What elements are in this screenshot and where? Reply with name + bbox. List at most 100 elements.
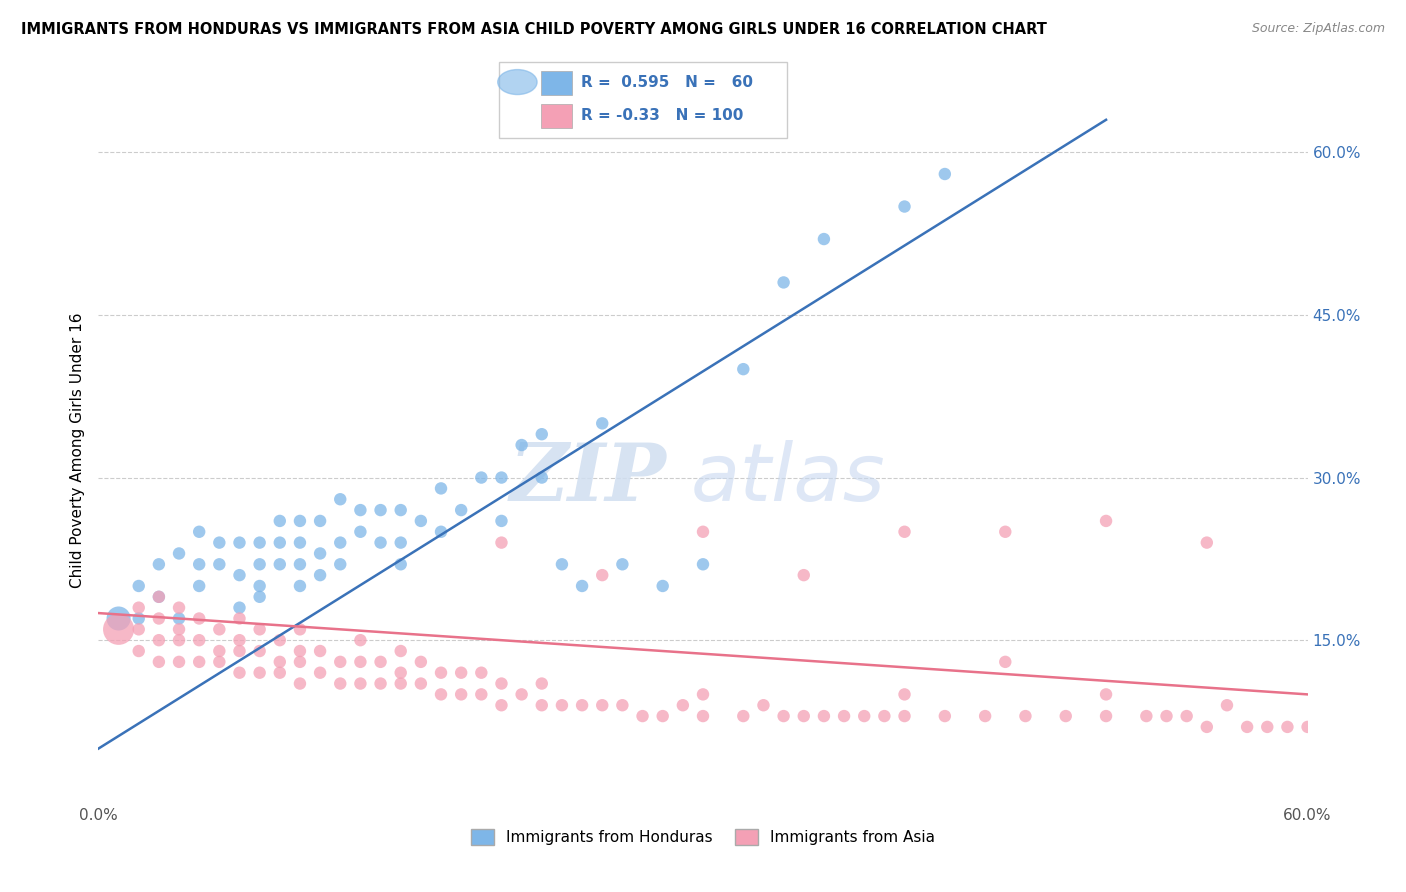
Point [491,514,513,528]
Point [288,535,311,549]
Point [228,611,250,625]
Point [1195,720,1218,734]
Point [1095,514,1118,528]
Point [167,633,190,648]
Point [188,655,211,669]
Point [1216,698,1239,713]
Point [148,590,170,604]
Point [269,558,291,572]
Point [128,600,150,615]
Point [389,535,412,549]
Point [228,535,250,549]
Point [510,438,533,452]
Point [793,709,815,723]
Point [591,698,613,713]
Point [934,709,956,723]
Point [1256,720,1278,734]
Point [651,579,673,593]
Point [450,665,472,680]
Point [249,590,271,604]
Point [1135,709,1157,723]
Point [349,503,371,517]
Point [612,698,634,713]
Point [249,579,271,593]
Point [1236,720,1258,734]
Point [249,644,271,658]
Point [288,558,311,572]
Text: atlas: atlas [690,440,886,517]
Point [389,676,412,690]
Point [188,524,211,539]
Point [974,709,997,723]
Point [288,514,311,528]
Point [772,276,794,290]
Point [772,709,794,723]
Point [733,709,755,723]
Point [793,568,815,582]
Point [128,623,150,637]
Point [228,600,250,615]
Text: R = -0.33   N = 100: R = -0.33 N = 100 [581,109,742,123]
Point [288,676,311,690]
Point [389,644,412,658]
Point [430,482,453,496]
Point [530,698,553,713]
Point [249,558,271,572]
Point [309,665,332,680]
Y-axis label: Child Poverty Among Girls Under 16: Child Poverty Among Girls Under 16 [69,313,84,588]
Point [269,655,291,669]
Point [409,676,432,690]
Point [1014,709,1036,723]
Point [208,558,231,572]
Point [370,535,392,549]
Point [450,503,472,517]
Point [813,709,835,723]
Point [389,665,412,680]
Point [510,687,533,701]
Point [148,590,170,604]
Point [530,470,553,484]
Point [269,665,291,680]
Legend: Immigrants from Honduras, Immigrants from Asia: Immigrants from Honduras, Immigrants fro… [464,823,942,852]
Point [309,568,332,582]
Point [269,633,291,648]
Point [934,167,956,181]
Point [329,535,352,549]
Point [470,665,492,680]
Point [1156,709,1178,723]
Point [813,232,835,246]
Point [329,492,352,507]
Point [733,362,755,376]
Point [228,665,250,680]
Point [329,676,352,690]
Point [430,665,453,680]
Point [309,644,332,658]
Point [551,698,574,713]
Point [370,503,392,517]
Point [1277,720,1299,734]
Text: ZIP: ZIP [510,440,666,517]
Point [228,633,250,648]
Text: IMMIGRANTS FROM HONDURAS VS IMMIGRANTS FROM ASIA CHILD POVERTY AMONG GIRLS UNDER: IMMIGRANTS FROM HONDURAS VS IMMIGRANTS F… [21,22,1047,37]
Point [288,644,311,658]
Point [893,524,915,539]
Point [249,623,271,637]
Point [470,687,492,701]
Point [148,558,170,572]
Point [309,546,332,560]
Point [107,623,129,637]
Point [1195,535,1218,549]
Point [1095,709,1118,723]
Point [893,709,915,723]
Point [208,623,231,637]
Point [128,579,150,593]
Point [188,558,211,572]
Point [994,655,1017,669]
Point [188,611,211,625]
Point [349,633,371,648]
Point [370,655,392,669]
Point [651,709,673,723]
Point [208,655,231,669]
Point [107,611,129,625]
Point [208,535,231,549]
